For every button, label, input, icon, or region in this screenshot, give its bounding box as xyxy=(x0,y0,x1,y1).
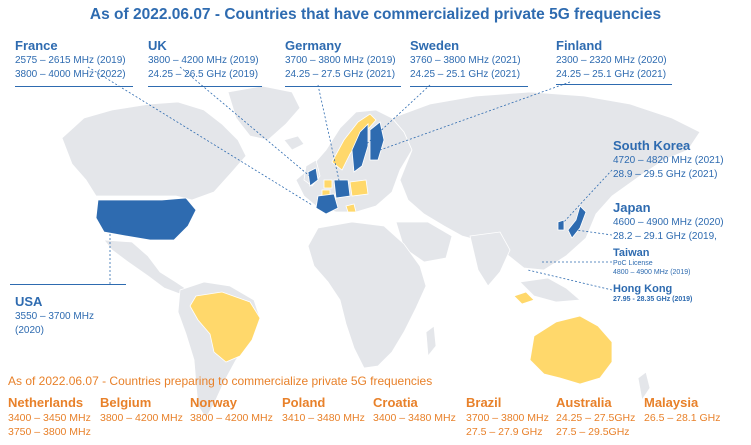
france-shape xyxy=(315,193,339,215)
nz-shape xyxy=(637,371,651,402)
japan-shape xyxy=(567,205,587,239)
uk-line-2: 24.25 – 26.5 GHz (2019) xyxy=(148,69,259,80)
usa-line-2: (2020) xyxy=(15,325,44,336)
belgium-line-1: 3800 – 4200 MHz xyxy=(100,412,183,424)
label-finland: Finland 2300 – 2320 MHz (2020) 24.25 – 2… xyxy=(556,38,667,82)
uk-underline xyxy=(148,86,262,87)
netherlands-shape xyxy=(323,179,333,189)
south-korea-line-1: 4720 – 4820 MHz (2021) xyxy=(613,155,724,166)
poland-shape xyxy=(349,179,369,197)
france-name: France xyxy=(15,38,58,53)
south-korea-shape xyxy=(557,219,565,231)
label-norway: Norway 3800 – 4200 MHz xyxy=(190,395,273,425)
south-korea-name: South Korea xyxy=(613,138,691,153)
finland-line-1: 2300 – 2320 MHz (2020) xyxy=(556,55,667,66)
label-hong-kong: Hong Kong 27.95 - 28.35 GHz (2019) xyxy=(613,283,692,304)
australia-name: Australia xyxy=(556,395,612,410)
australia-line-1: 24.25 – 27.5GHz xyxy=(556,412,636,424)
netherlands-name: Netherlands xyxy=(8,395,84,410)
uk-shape xyxy=(307,167,319,187)
japan-name: Japan xyxy=(613,200,651,215)
netherlands-line-1: 3400 – 3450 MHz xyxy=(8,412,91,424)
taiwan-line-2: 4800 – 4900 MHz (2019) xyxy=(613,269,691,276)
hong-kong-name: Hong Kong xyxy=(613,283,673,295)
poland-line-1: 3410 – 3480 MHz xyxy=(282,412,365,424)
croatia-shape xyxy=(345,203,357,213)
netherlands-line-2: 3750 – 3800 MHz xyxy=(8,426,91,438)
label-australia: Australia 24.25 – 27.5GHz 27.5 – 29.5GHz xyxy=(556,395,635,439)
germany-underline xyxy=(285,86,401,87)
australia-line-2: 27.5 – 29.5GHz xyxy=(556,426,630,438)
croatia-name: Croatia xyxy=(373,395,418,410)
madagascar-shape xyxy=(425,325,437,358)
japan-line-2: 28.2 – 29.1 GHz (2019, xyxy=(613,231,717,242)
croatia-line-1: 3400 – 3480 MHz xyxy=(373,412,456,424)
label-brazil: Brazil 3700 – 3800 MHz 27.5 – 27.9 GHz xyxy=(466,395,549,439)
label-usa: USA 3550 – 3700 MHz (2020) xyxy=(15,294,94,338)
belgium-name: Belgium xyxy=(100,395,152,410)
label-taiwan: Taiwan PoC License 4800 – 4900 MHz (2019… xyxy=(613,247,733,277)
taiwan-line-1: PoC License xyxy=(613,260,653,267)
malaysia-line-1: 26.5 – 28.1 GHz xyxy=(644,412,721,424)
malaysia-name: Malaysia xyxy=(644,395,699,410)
germany-line-2: 24.25 – 27.5 GHz (2021) xyxy=(285,69,396,80)
label-netherlands: Netherlands 3400 – 3450 MHz 3750 – 3800 … xyxy=(8,395,91,439)
usa-shape xyxy=(95,197,197,241)
asia-shape xyxy=(391,91,701,271)
australia-shape xyxy=(529,315,613,385)
japan-line-1: 4600 – 4900 MHz (2020) xyxy=(613,217,724,228)
norway-name: Norway xyxy=(190,395,237,410)
label-malaysia: Malaysia 26.5 – 28.1 GHz xyxy=(644,395,720,425)
france-line-2: 3800 – 4000 MHz (2022) xyxy=(15,69,126,80)
label-germany: Germany 3700 – 3800 MHz (2019) 24.25 – 2… xyxy=(285,38,396,82)
usa-name: USA xyxy=(15,294,43,309)
hong-kong-line-1: 27.95 - 28.35 GHz (2019) xyxy=(613,296,693,303)
page-title: As of 2022.06.07 - Countries that have c… xyxy=(89,6,662,23)
africa-shape xyxy=(307,221,427,369)
label-south-korea: South Korea 4720 – 4820 MHz (2021) 28.9 … xyxy=(613,138,724,182)
label-japan: Japan 4600 – 4900 MHz (2020) 28.2 – 29.1… xyxy=(613,200,724,244)
sweden-line-1: 3760 – 3800 MHz (2021) xyxy=(410,55,521,66)
malaysia-shape xyxy=(513,291,535,305)
south-korea-line-2: 28.9 – 29.5 GHz (2021) xyxy=(613,169,718,180)
poland-name: Poland xyxy=(282,395,326,410)
sweden-underline xyxy=(410,86,528,87)
label-croatia: Croatia 3400 – 3480 MHz xyxy=(373,395,456,425)
canada-shape xyxy=(61,101,247,201)
sweden-shape xyxy=(351,123,369,173)
brazil-line-1: 3700 – 3800 MHz xyxy=(466,412,549,424)
sweden-line-2: 24.25 – 25.1 GHz (2021) xyxy=(410,69,521,80)
usa-line-1: 3550 – 3700 MHz xyxy=(15,311,94,322)
label-sweden: Sweden 3760 – 3800 MHz (2021) 24.25 – 25… xyxy=(410,38,521,82)
sweden-name: Sweden xyxy=(410,38,460,53)
label-france: France 2575 – 2615 MHz (2019) 3800 – 400… xyxy=(15,38,126,82)
preparing-subtitle: As of 2022.06.07 - Countries preparing t… xyxy=(8,374,433,388)
germany-name: Germany xyxy=(285,38,342,53)
usa-underline xyxy=(10,284,126,285)
mexico-shape xyxy=(103,239,189,295)
iceland-shape xyxy=(283,135,305,151)
uk-line-1: 3800 – 4200 MHz (2019) xyxy=(148,55,259,66)
taiwan-name: Taiwan xyxy=(613,247,650,259)
norway-line-1: 3800 – 4200 MHz xyxy=(190,412,273,424)
finland-underline xyxy=(556,84,672,85)
greenland-shape xyxy=(227,85,301,141)
uk-name: UK xyxy=(148,38,167,53)
brazil-name: Brazil xyxy=(466,395,502,410)
finland-line-2: 24.25 – 25.1 GHz (2021) xyxy=(556,69,667,80)
germany-line-1: 3700 – 3800 MHz (2019) xyxy=(285,55,396,66)
france-underline xyxy=(15,86,133,87)
france-line-1: 2575 – 2615 MHz (2019) xyxy=(15,55,126,66)
finland-name: Finland xyxy=(556,38,603,53)
india-shape xyxy=(469,231,511,287)
label-belgium: Belgium 3800 – 4200 MHz xyxy=(100,395,183,425)
label-uk: UK 3800 – 4200 MHz (2019) 24.25 – 26.5 G… xyxy=(148,38,259,82)
se-asia-shape xyxy=(519,277,581,303)
brazil-line-2: 27.5 – 27.9 GHz xyxy=(466,426,543,438)
label-poland: Poland 3410 – 3480 MHz xyxy=(282,395,365,425)
brazil-shape xyxy=(189,291,261,363)
germany-shape xyxy=(333,179,351,199)
